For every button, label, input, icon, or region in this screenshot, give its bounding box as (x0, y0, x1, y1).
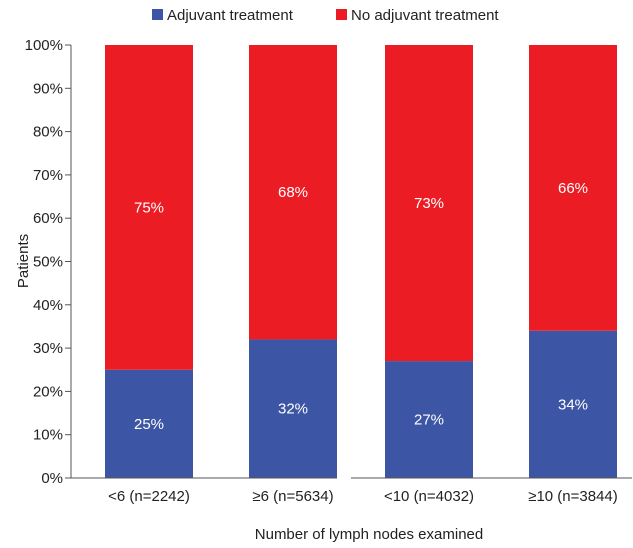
y-tick-label: 40% (33, 297, 63, 314)
y-axis: 0% 10% 20% 30% 40% 50% 60% 70% 80% 90% 100% (25, 37, 72, 487)
data-label: 73% (414, 195, 444, 212)
y-tick-label: 10% (33, 427, 63, 444)
x-tick-label: ≥10 (n=3844) (528, 488, 618, 505)
legend-label-adjuvant: Adjuvant treatment (167, 7, 294, 24)
bars: 25% 75% 32% 68% 27% 73% 34% 66% (105, 45, 617, 478)
bar-segment-adjuvant (385, 361, 473, 478)
bar-segment-no-adjuvant (105, 45, 193, 370)
legend-label-no-adjuvant: No adjuvant treatment (351, 7, 499, 24)
data-label: 27% (414, 412, 444, 429)
y-tick-label: 30% (33, 340, 63, 357)
legend-swatch-no-adjuvant (336, 9, 347, 20)
x-axis: <6 (n=2242) ≥6 (n=5634) <10 (n=4032) ≥10 (n… (71, 477, 632, 505)
data-label: 34% (558, 396, 588, 413)
data-label: 32% (278, 401, 308, 418)
y-axis-title: Patients (15, 234, 32, 288)
y-tick-label: 20% (33, 383, 63, 400)
legend-swatch-adjuvant (152, 9, 163, 20)
data-label: 25% (134, 416, 164, 433)
bar-segment-adjuvant (529, 330, 617, 478)
x-tick-label: <6 (n=2242) (108, 488, 190, 505)
y-tick-label: 60% (33, 210, 63, 227)
data-label: 66% (558, 180, 588, 197)
bar-segment-no-adjuvant (385, 45, 473, 362)
x-tick-label: ≥6 (n=5634) (252, 488, 333, 505)
y-tick-label: 90% (33, 80, 63, 97)
y-tick-label: 70% (33, 167, 63, 184)
bar-segment-adjuvant (105, 369, 193, 478)
bar-segment-no-adjuvant (249, 45, 337, 340)
bar-segment-adjuvant (249, 339, 337, 478)
x-axis-title: Number of lymph nodes examined (255, 526, 483, 543)
bar-segment-no-adjuvant (529, 45, 617, 331)
data-label: 68% (278, 184, 308, 201)
y-tick-label: 100% (25, 37, 63, 54)
x-tick-label: <10 (n=4032) (384, 488, 474, 505)
y-tick-label: 50% (33, 254, 63, 271)
y-tick-label: 0% (41, 470, 63, 487)
y-tick-label: 80% (33, 124, 63, 141)
data-label: 75% (134, 199, 164, 216)
legend: Adjuvant treatment No adjuvant treatment (152, 7, 499, 24)
